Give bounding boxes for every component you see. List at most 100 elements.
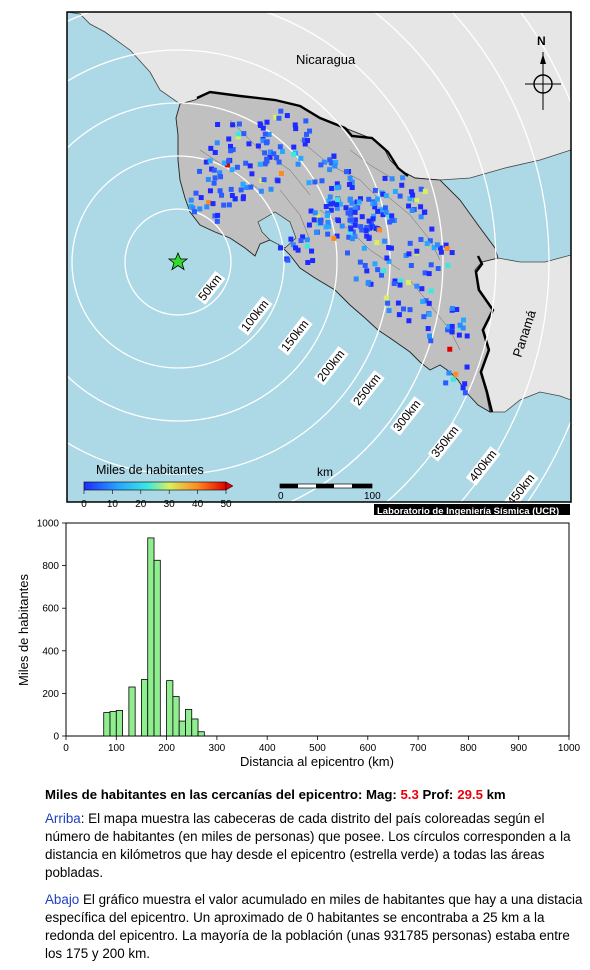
district-point [312, 179, 318, 185]
north-label: N [537, 34, 546, 48]
district-point [238, 187, 244, 193]
epicenter-map: 50km100km150km200km250km300km350km400km4… [66, 11, 572, 515]
district-point [228, 148, 234, 154]
district-point [397, 282, 403, 288]
district-point [313, 229, 319, 235]
district-point [290, 242, 296, 248]
district-point [277, 245, 283, 251]
credit-box [374, 504, 570, 515]
y-axis-label: Miles de habitantes [16, 573, 31, 686]
map-frame [66, 11, 572, 503]
scale-tick-100: 100 [364, 491, 381, 502]
district-point [414, 248, 420, 254]
district-point [366, 196, 372, 202]
district-point [217, 170, 223, 176]
district-point [349, 185, 355, 191]
district-point [335, 218, 341, 224]
district-point [361, 245, 367, 251]
district-point [247, 163, 253, 169]
district-point [352, 222, 358, 228]
district-point [212, 213, 218, 219]
district-point [349, 200, 355, 206]
district-point [279, 148, 285, 154]
district-point [295, 247, 301, 253]
district-point [419, 286, 425, 292]
district-point [429, 226, 435, 232]
district-point [207, 188, 213, 194]
depth-label: Prof: [422, 787, 454, 802]
caption-bottom: Abajo El gráfico muestra el valor acumul… [45, 891, 585, 963]
district-point [262, 161, 268, 167]
district-point [188, 197, 194, 203]
district-point [335, 197, 341, 203]
district-point [226, 202, 232, 208]
district-point [375, 267, 381, 273]
district-point [221, 160, 227, 166]
caption-title: Miles de habitantes en las cercanías del… [45, 786, 585, 804]
district-point [328, 207, 334, 213]
district-point [389, 176, 395, 182]
district-point [204, 204, 210, 210]
district-point [418, 186, 424, 192]
district-point [329, 160, 335, 166]
district-point [392, 278, 398, 284]
district-point [306, 180, 312, 186]
caption-bottom-text: El gráfico muestra el valor acumulado en… [45, 892, 583, 961]
histogram-bar [178, 720, 186, 737]
district-point [422, 270, 428, 276]
district-point [445, 262, 451, 268]
district-point [359, 214, 365, 220]
district-point [352, 217, 358, 223]
district-point [445, 327, 451, 333]
district-point [418, 214, 424, 220]
district-point [380, 191, 386, 197]
district-point [260, 138, 266, 144]
district-point [243, 160, 249, 166]
district-point [278, 170, 284, 176]
legend-tick-label: 50 [220, 499, 232, 510]
district-point [323, 204, 329, 210]
district-point [264, 119, 270, 125]
district-point [323, 224, 329, 230]
nicaragua-label: Nicaragua [296, 52, 356, 67]
district-point [444, 246, 450, 252]
histogram-bar [172, 696, 180, 737]
district-point [428, 262, 434, 268]
district-point [332, 163, 338, 169]
district-point [343, 169, 349, 175]
district-point [389, 213, 395, 219]
district-point [418, 236, 424, 242]
district-point [366, 218, 372, 224]
district-point [428, 338, 434, 344]
scale-title: km [317, 465, 333, 479]
district-point [267, 154, 273, 160]
district-point [260, 125, 266, 131]
district-point [230, 147, 236, 153]
district-point [266, 131, 272, 137]
x-tick-label: 600 [359, 743, 376, 754]
district-point [388, 245, 394, 251]
x-axis-label: Distancia al epicentro (km) [240, 754, 394, 769]
district-point [391, 281, 397, 287]
y-tick-label: 0 [53, 732, 59, 743]
district-point [334, 181, 340, 187]
district-point [211, 180, 217, 186]
district-point [212, 149, 218, 155]
district-point [255, 143, 261, 149]
district-point [426, 333, 432, 339]
district-point [372, 200, 378, 206]
district-point [232, 196, 238, 202]
legend-title: Miles de habitantes [96, 463, 204, 477]
district-point [348, 226, 354, 232]
distance-ring [67, 102, 338, 422]
district-point [427, 238, 433, 244]
district-point [437, 245, 443, 251]
district-point [210, 201, 216, 207]
district-point [229, 192, 235, 198]
district-point [428, 288, 434, 294]
district-point [381, 268, 387, 274]
depth-value: 29.5 [457, 787, 483, 802]
district-point [449, 305, 455, 311]
district-point [397, 193, 403, 199]
district-point [243, 185, 249, 191]
